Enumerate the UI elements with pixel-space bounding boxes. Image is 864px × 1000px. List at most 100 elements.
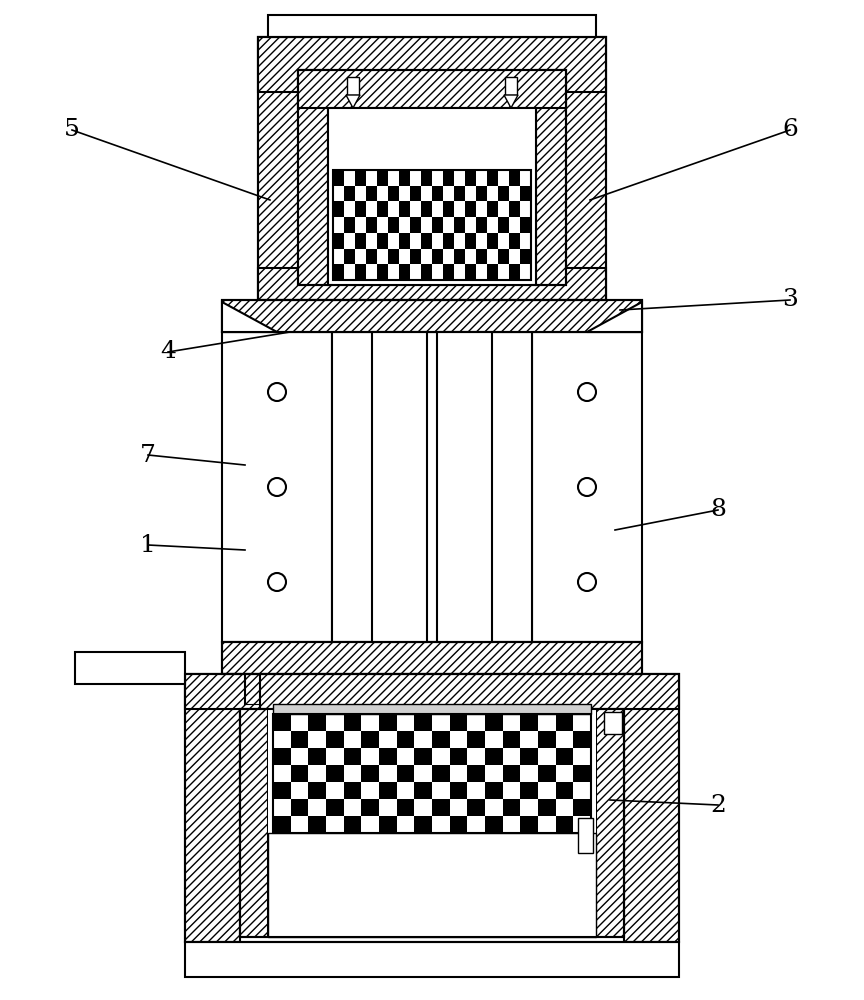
Bar [432,782,449,799]
Bar [485,731,503,748]
Circle shape [578,478,596,496]
Bar [268,15,596,37]
Bar [415,714,432,731]
Bar [333,170,531,280]
Bar [437,332,492,642]
Bar [503,765,520,782]
Bar [538,782,556,799]
Text: 4: 4 [160,340,176,363]
Bar [344,233,355,249]
Bar [399,170,410,186]
Bar [538,816,556,833]
Bar [222,642,642,674]
Bar [415,799,432,816]
Bar [509,170,520,186]
Bar [449,816,467,833]
Bar [258,37,308,300]
Bar [520,782,538,799]
Bar [449,714,467,731]
Bar [377,264,388,280]
Bar [421,233,432,249]
Bar [476,217,487,233]
Bar [298,70,566,108]
Bar [432,816,449,833]
Bar [467,748,485,765]
Bar [361,799,379,816]
Bar [503,799,520,816]
Bar [377,170,388,186]
Bar [520,816,538,833]
Bar [578,818,593,853]
Bar [355,217,366,233]
Bar [410,170,421,186]
Bar [443,201,454,217]
Bar [410,217,421,233]
Bar [520,765,538,782]
Bar [410,201,421,217]
Circle shape [268,478,286,496]
Bar [388,170,399,186]
Bar [332,332,532,642]
Bar [308,714,326,731]
Bar [503,748,520,765]
Bar [520,731,538,748]
Text: 6: 6 [782,118,798,141]
Bar [366,249,377,264]
Bar [366,201,377,217]
Bar [465,233,476,249]
Bar [258,37,606,300]
Bar [520,201,531,217]
Bar [344,816,361,833]
Bar [290,799,308,816]
Bar [273,714,591,833]
Bar [509,264,520,280]
Bar [268,833,596,937]
Bar [308,748,326,765]
Bar [344,264,355,280]
Bar [443,233,454,249]
Bar [421,186,432,201]
Bar [556,765,574,782]
Bar [487,217,498,233]
Bar [273,799,290,816]
Bar [258,268,606,300]
Bar [556,816,574,833]
Bar [397,799,415,816]
Bar [476,249,487,264]
Bar [624,674,679,942]
Bar [344,748,361,765]
Bar [333,233,344,249]
Bar [379,731,397,748]
Bar [520,799,538,816]
Bar [454,264,465,280]
Bar [465,186,476,201]
Bar [449,782,467,799]
Bar [509,233,520,249]
Bar [432,765,449,782]
Bar [485,765,503,782]
Bar [485,782,503,799]
Bar [476,201,487,217]
Bar [520,217,531,233]
Bar [485,799,503,816]
Bar [574,748,591,765]
Bar [185,942,679,977]
Bar [443,217,454,233]
Bar [268,709,596,937]
Bar [399,186,410,201]
Bar [344,714,361,731]
Text: 1: 1 [140,534,156,556]
Bar [509,249,520,264]
Bar [498,170,509,186]
Bar [377,233,388,249]
Bar [355,233,366,249]
Bar [503,731,520,748]
Bar [326,748,344,765]
Bar [361,765,379,782]
Bar [410,233,421,249]
Bar [273,731,290,748]
Bar [432,714,449,731]
Bar [326,731,344,748]
Bar [415,782,432,799]
Bar [399,264,410,280]
